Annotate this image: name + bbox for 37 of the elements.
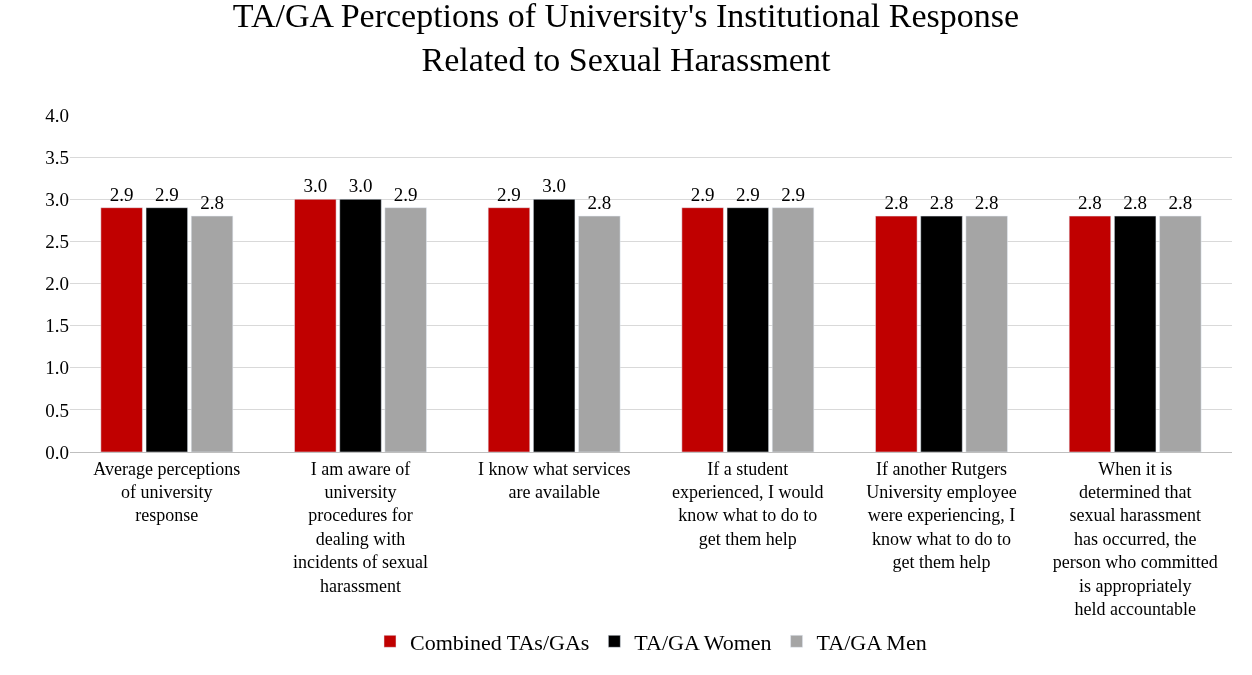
data-label: 2.9	[497, 183, 521, 205]
data-label: 3.0	[303, 175, 328, 197]
data-label: 2.9	[154, 183, 179, 205]
y-tick-label: 0.5	[45, 399, 69, 421]
y-tick-label: 3.5	[45, 146, 69, 168]
y-tick-label: 2.5	[45, 231, 69, 253]
legend-label: TA/GA Men	[816, 629, 927, 655]
data-label: 2.9	[690, 183, 715, 205]
data-label: 2.9	[781, 183, 805, 205]
data-label: 2.9	[109, 183, 134, 205]
y-tick-label: 1.0	[45, 357, 69, 379]
y-tick-label: 0.0	[45, 441, 69, 463]
y-tick-label: 2.0	[45, 273, 69, 295]
data-label: 2.9	[735, 183, 760, 205]
data-label: 2.9	[393, 183, 418, 205]
data-label: 2.8	[1123, 192, 1148, 214]
x-tick-label: I am aware of university procedures for dealing with incidents of sexual harassment	[293, 458, 428, 596]
x-tick-label: If a student experienced, I would know what to do to get them help	[672, 458, 824, 549]
data-label: 2.8	[1168, 192, 1193, 214]
y-tick-label: 1.5	[45, 315, 69, 337]
legend-label: TA/GA Women	[634, 629, 772, 655]
legend-label: Combined TAs/GAs	[410, 629, 590, 655]
x-tick-label: If another Rutgers University employee were experiencing, I know what to do to get them help	[866, 458, 1017, 573]
data-label: 2.8	[1078, 192, 1102, 214]
x-tick-label: When it is determined that sexual harassment has occurred, the person who committed is appropriately held accountable	[1052, 458, 1218, 619]
data-label: 2.8	[974, 192, 999, 214]
y-tick-label: 3.0	[45, 188, 69, 210]
data-label: 3.0	[348, 175, 373, 197]
y-tick-label: 4.0	[45, 104, 69, 126]
chart-title: TA/GA Perceptions of University's Institutional Response Related to Sexual Harassment	[232, 0, 1020, 79]
x-tick-label: Average perceptions of university response	[93, 458, 241, 526]
data-label: 2.8	[929, 192, 954, 214]
data-label: 2.8	[587, 192, 612, 214]
data-label: 2.8	[200, 192, 224, 214]
data-label: 2.8	[884, 192, 909, 214]
data-label: 3.0	[542, 175, 567, 197]
x-tick-label: I know what services are available	[477, 458, 631, 502]
